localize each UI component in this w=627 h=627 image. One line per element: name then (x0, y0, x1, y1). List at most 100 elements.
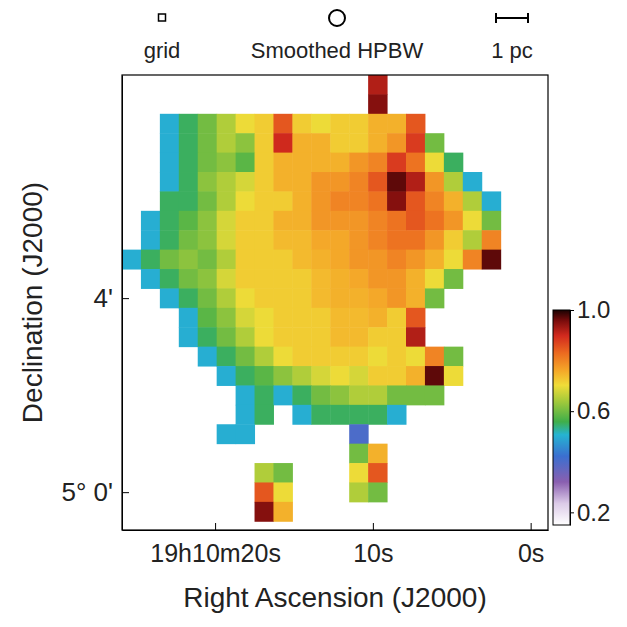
cell (368, 463, 387, 483)
cell (368, 444, 387, 464)
cell (217, 133, 236, 153)
cell (217, 250, 236, 270)
cell (368, 269, 387, 289)
chart: 19h10m20s10s0s5° 0'4'Right Ascension (J2… (0, 0, 627, 627)
cell (349, 250, 368, 270)
tick: 19h10m20s (150, 523, 281, 567)
cell (387, 308, 406, 328)
cell (292, 347, 311, 367)
colorbar (553, 310, 570, 525)
cell (255, 211, 274, 231)
cell (311, 405, 330, 425)
heatmap-cells (122, 75, 501, 522)
cell (292, 250, 311, 270)
cell (311, 172, 330, 192)
cell (330, 250, 349, 270)
cell (236, 133, 255, 153)
cell (255, 153, 274, 173)
cell (217, 230, 236, 250)
cell (236, 153, 255, 173)
cell (236, 327, 255, 347)
cell (349, 424, 368, 444)
cell (349, 366, 368, 386)
cell (349, 405, 368, 425)
cell (406, 347, 425, 367)
cell (179, 308, 198, 328)
cell (292, 308, 311, 328)
cell (425, 347, 444, 367)
beam-symbol (329, 10, 345, 26)
cell (444, 211, 463, 231)
cell (292, 385, 311, 405)
cell (368, 347, 387, 367)
cell (255, 502, 274, 522)
cell (217, 269, 236, 289)
cell (236, 172, 255, 192)
cell (406, 269, 425, 289)
cell (349, 230, 368, 250)
cell (198, 211, 217, 231)
cell (311, 269, 330, 289)
cell (311, 308, 330, 328)
cell (368, 230, 387, 250)
cell (349, 191, 368, 211)
cell (368, 94, 387, 114)
tick: 1.0 (570, 296, 610, 323)
cell (255, 172, 274, 192)
cell (273, 172, 292, 192)
scale-bar (496, 13, 528, 23)
cell (349, 385, 368, 405)
cell (198, 153, 217, 173)
cell (217, 191, 236, 211)
cell (160, 288, 179, 308)
axis-line (570, 311, 571, 526)
cell (255, 327, 274, 347)
cell (179, 114, 198, 134)
cell (198, 288, 217, 308)
cell (330, 172, 349, 192)
cell (255, 405, 274, 425)
cell (179, 191, 198, 211)
cell (273, 133, 292, 153)
cell (387, 211, 406, 231)
cell (179, 172, 198, 192)
cell (444, 250, 463, 270)
tick-label: 4' (94, 283, 113, 313)
cell (179, 327, 198, 347)
tick-mark (570, 411, 574, 412)
cell (311, 288, 330, 308)
cell (330, 191, 349, 211)
cell (179, 211, 198, 231)
annotation: 1 pc (491, 38, 533, 63)
cell (349, 327, 368, 347)
cell (160, 269, 179, 289)
cell (406, 230, 425, 250)
cell (387, 191, 406, 211)
cell (198, 191, 217, 211)
cell (273, 463, 292, 483)
cell (160, 230, 179, 250)
cell (236, 211, 255, 231)
cell (330, 153, 349, 173)
cell (349, 444, 368, 464)
y-axis: 5° 0'4' (61, 76, 129, 531)
cell (444, 347, 463, 367)
cell (311, 250, 330, 270)
cell (349, 133, 368, 153)
cell (179, 153, 198, 173)
cell (463, 250, 482, 270)
cell (425, 385, 444, 405)
cell (198, 114, 217, 134)
cell (179, 269, 198, 289)
tick-label: 19h10m20s (150, 539, 281, 567)
cell (255, 191, 274, 211)
colorbar-axis: 0.20.61.0 (570, 296, 610, 525)
cell (406, 327, 425, 347)
cell (482, 211, 501, 231)
cell (292, 230, 311, 250)
cell (236, 230, 255, 250)
cell (273, 269, 292, 289)
cell (273, 211, 292, 231)
cell (198, 133, 217, 153)
cell (368, 153, 387, 173)
